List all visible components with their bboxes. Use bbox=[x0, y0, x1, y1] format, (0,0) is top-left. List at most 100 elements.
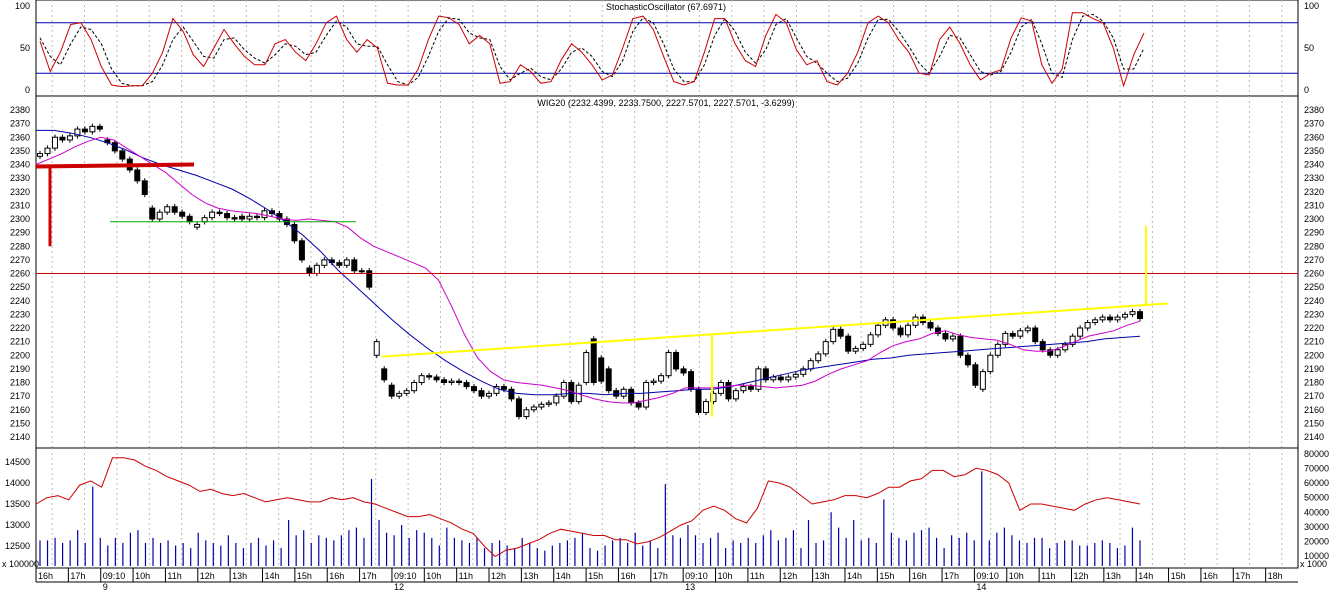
candle-body bbox=[942, 332, 949, 340]
candle-body bbox=[538, 403, 545, 408]
price-tick-left: 2270 bbox=[10, 255, 30, 265]
x-tick-label: 17h bbox=[1235, 571, 1250, 581]
x-tick-label: 09:10 bbox=[103, 571, 126, 581]
candle-body bbox=[426, 375, 433, 378]
volume-tick-right: 10000 bbox=[1304, 551, 1329, 561]
candle-body bbox=[81, 128, 88, 133]
candle-body bbox=[463, 382, 470, 388]
candle-body bbox=[254, 215, 261, 219]
price-tick-left: 2300 bbox=[10, 214, 30, 224]
volume-tick-right: 20000 bbox=[1304, 536, 1329, 546]
stoch-tick-right: 50 bbox=[1304, 43, 1314, 53]
candle-body bbox=[740, 386, 747, 392]
candle-body bbox=[351, 259, 358, 272]
candle-body bbox=[1047, 349, 1054, 356]
candle-body bbox=[209, 211, 216, 219]
candle-body bbox=[830, 328, 837, 343]
candle-body bbox=[583, 352, 590, 383]
candle-body bbox=[1077, 327, 1084, 337]
candle-body bbox=[665, 352, 672, 377]
candle-body bbox=[1017, 330, 1024, 337]
candle-body bbox=[762, 368, 769, 381]
volume-line bbox=[35, 457, 1141, 558]
candle-body bbox=[164, 206, 171, 213]
candle-body bbox=[688, 371, 695, 390]
x-tick-label: 10h bbox=[135, 571, 150, 581]
candle-body bbox=[246, 215, 253, 220]
price-tick-right: 2200 bbox=[1304, 350, 1324, 360]
candle-body bbox=[897, 327, 904, 336]
price-tick-right: 2290 bbox=[1304, 228, 1324, 238]
candle-body bbox=[598, 357, 605, 382]
x-tick-label: 14h bbox=[1138, 571, 1153, 581]
x-tick-label: 13h bbox=[523, 571, 538, 581]
candle-body bbox=[523, 409, 530, 418]
candle-body bbox=[471, 386, 478, 392]
candle-body bbox=[852, 347, 859, 352]
price-tick-right: 2350 bbox=[1304, 146, 1324, 156]
price-tick-right: 2260 bbox=[1304, 269, 1324, 279]
candle-body bbox=[336, 262, 343, 266]
candle-body bbox=[957, 335, 964, 356]
x-tick-label: 13h bbox=[232, 571, 247, 581]
x-tick-label: 12h bbox=[1073, 571, 1088, 581]
x-tick-label: 09:10 bbox=[394, 571, 417, 581]
candle-body bbox=[411, 382, 418, 392]
x-tick-label: 17h bbox=[653, 571, 668, 581]
x-axis: 16h 17h 09:10 10h 11h 12h 13h 14h 15h 16h 17h 09:10… bbox=[35, 568, 1298, 592]
volume-tick-right: 40000 bbox=[1304, 507, 1329, 517]
price-tick-left: 2150 bbox=[10, 418, 30, 428]
stochastic-panel: 100 100 50 50 0 0 bbox=[15, 0, 1319, 97]
candle-body bbox=[545, 402, 552, 405]
candle-body bbox=[605, 368, 612, 392]
price-tick-right: 2340 bbox=[1304, 160, 1324, 170]
candle-body bbox=[807, 360, 814, 370]
candle-body bbox=[74, 128, 81, 137]
price-tick-left: 2180 bbox=[10, 378, 30, 388]
x-date-label: 12 bbox=[394, 582, 404, 592]
stoch-tick-left: 50 bbox=[20, 43, 30, 53]
price-tick-left: 2340 bbox=[10, 160, 30, 170]
candle-body bbox=[343, 259, 350, 266]
price-tick-left: 2220 bbox=[10, 323, 30, 333]
price-tick-right: 2230 bbox=[1304, 309, 1324, 319]
candle-body bbox=[979, 371, 986, 390]
volume-panel: 14500 14000 13500 13000 12500 80000 70000 60000… bbox=[5, 447, 1329, 569]
price-tick-left: 2170 bbox=[10, 391, 30, 401]
price-tick-right: 2330 bbox=[1304, 173, 1324, 183]
x-tick-label: 11h bbox=[1041, 571, 1055, 581]
candle-body bbox=[171, 206, 178, 213]
x-tick-label: 14h bbox=[265, 571, 280, 581]
candle-body bbox=[448, 380, 455, 384]
candle-body bbox=[508, 388, 515, 400]
candle-body bbox=[1054, 349, 1061, 356]
price-tick-left: 2280 bbox=[10, 241, 30, 251]
candle-body bbox=[141, 180, 148, 195]
candle-body bbox=[201, 217, 208, 223]
x-tick-label: 13h bbox=[815, 571, 830, 581]
candle-body bbox=[194, 223, 201, 228]
x-tick-label: 11h bbox=[459, 571, 473, 581]
x-tick-label: 17h bbox=[70, 571, 85, 581]
volume-tick-right: 70000 bbox=[1304, 464, 1329, 474]
x-tick-label: 09:10 bbox=[976, 571, 999, 581]
candle-body bbox=[553, 395, 560, 404]
candle-body bbox=[905, 324, 912, 336]
x-tick-label: 12h bbox=[782, 571, 797, 581]
x-tick-label: 15h bbox=[879, 571, 894, 581]
volume-right-unit: x 1000 bbox=[1300, 559, 1327, 569]
x-tick-label: 13h bbox=[1106, 571, 1121, 581]
candle-body bbox=[485, 392, 492, 397]
stoch-tick-left: 100 bbox=[15, 1, 30, 11]
candle-body bbox=[500, 386, 507, 390]
candle-body bbox=[837, 328, 844, 337]
volume-tick-right: 80000 bbox=[1304, 449, 1329, 459]
candle-body bbox=[635, 402, 642, 408]
candle-body bbox=[695, 388, 702, 413]
candle-body bbox=[1107, 316, 1114, 321]
price-panel: 2380 2380 2370 2370 2360 2360 2350 2350 2340 2340… bbox=[10, 95, 1324, 449]
candle-body bbox=[515, 398, 522, 418]
price-tick-right: 2140 bbox=[1304, 432, 1324, 442]
candle-body bbox=[1002, 332, 1009, 345]
